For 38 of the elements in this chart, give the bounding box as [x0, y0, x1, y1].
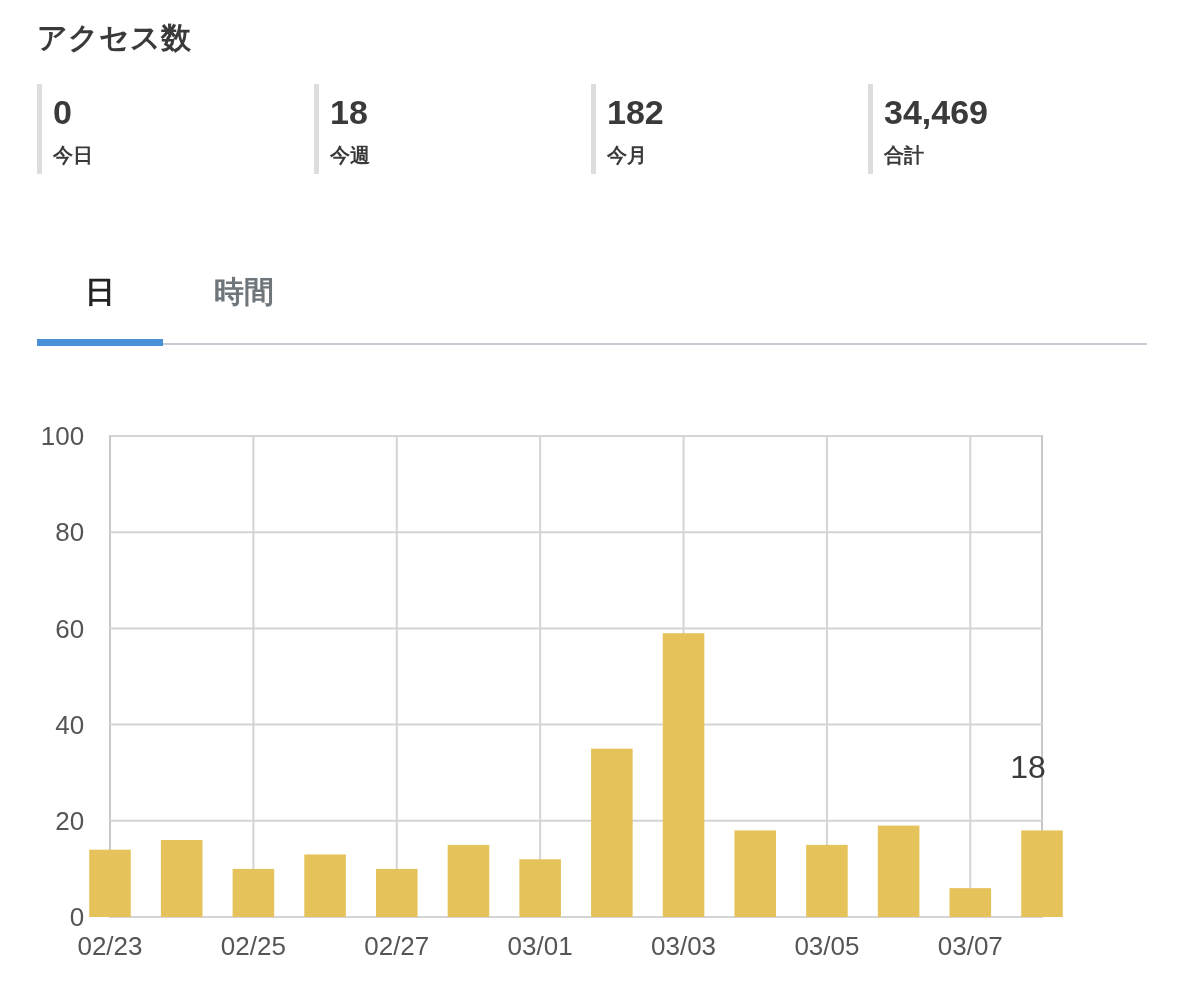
category-label: 今週 [329, 144, 370, 166]
text: 日 [85, 275, 115, 308]
text: 18 [330, 93, 368, 131]
category-label: 今月 [606, 144, 647, 166]
category-label: 合計 [883, 144, 924, 166]
category-label: 今日 [52, 144, 93, 166]
bar [734, 830, 777, 917]
bar [591, 748, 633, 917]
y-tick-label: 40 [55, 709, 85, 740]
y-tick-label: 80 [55, 517, 85, 548]
bar [447, 844, 490, 917]
y-tick-label: 100 [40, 421, 85, 452]
text: アクセス数 [37, 21, 192, 54]
bar [877, 825, 920, 917]
bar [304, 854, 346, 917]
bar [375, 868, 418, 917]
text: 時間 [214, 275, 274, 308]
bar [1021, 830, 1063, 917]
bar [806, 844, 848, 917]
x-tick-label: 03/01 [507, 931, 573, 961]
bar [232, 868, 275, 917]
data-label: 18 [1010, 749, 1046, 786]
x-tick-label: 02/23 [77, 931, 143, 961]
x-tick-label: 02/25 [220, 931, 286, 961]
text: 34,469 [884, 93, 988, 131]
x-tick-label: 02/27 [364, 931, 430, 961]
text: 182 [607, 93, 664, 131]
y-tick-label: 0 [69, 902, 85, 933]
bar [519, 859, 561, 917]
bar [89, 849, 131, 917]
y-tick-label: 20 [55, 805, 85, 836]
y-tick-label: 60 [55, 613, 85, 644]
x-tick-label: 03/03 [651, 931, 717, 961]
x-tick-label: 03/07 [937, 931, 1003, 961]
bar [160, 840, 203, 917]
bar [949, 888, 992, 917]
bar [662, 633, 705, 917]
x-tick-label: 03/05 [794, 931, 860, 961]
